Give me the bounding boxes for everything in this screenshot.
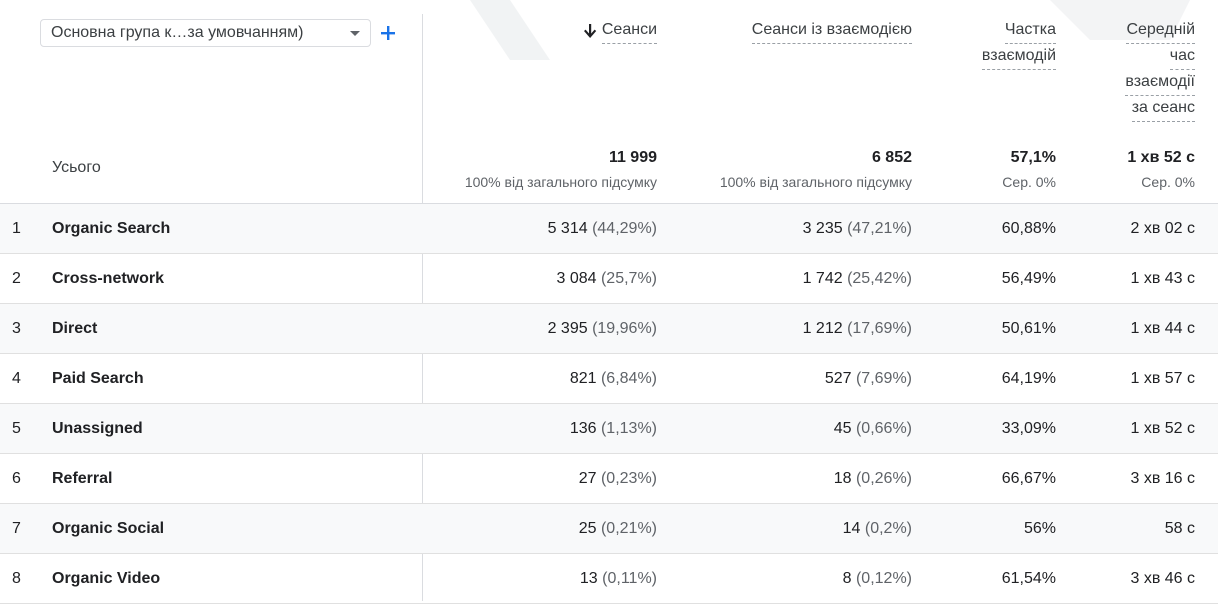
row-engagement-rate: 66,67% bbox=[1001, 470, 1056, 487]
column-header-engaged-sessions[interactable]: Сеанси із взаємодією bbox=[751, 18, 912, 44]
row-sessions: 136 (1,13%) bbox=[569, 420, 657, 437]
row-sessions: 25 (0,21%) bbox=[578, 520, 657, 537]
row-channel-name[interactable]: Organic Social bbox=[52, 520, 165, 537]
table-row[interactable]: 4 Paid Search 821 (6,84%) 527 (7,69%) 64… bbox=[0, 354, 1218, 404]
totals-sessions-value: 11 999 bbox=[608, 149, 657, 166]
row-avg-engagement-time: 3 хв 16 с bbox=[1130, 470, 1195, 487]
totals-rate-sub: Сер. 0% bbox=[1002, 174, 1056, 190]
column-header-avg-line-1: Середній bbox=[1126, 18, 1195, 44]
row-sessions: 5 314 (44,29%) bbox=[547, 220, 657, 237]
table-row[interactable]: 2 Cross-network 3 084 (25,7%) 1 742 (25,… bbox=[0, 254, 1218, 304]
column-header-engagement-rate-line-2: взаємодій bbox=[981, 44, 1056, 70]
row-engaged-sessions: 1 742 (25,42%) bbox=[802, 270, 912, 287]
table-row[interactable]: 6 Referral 27 (0,23%) 18 (0,26%) 66,67% … bbox=[0, 454, 1218, 504]
totals-engagement-rate: 57,1% Сер. 0% bbox=[1002, 149, 1056, 190]
column-header-sessions[interactable]: Сеанси bbox=[582, 18, 657, 44]
row-index: 6 bbox=[12, 470, 21, 487]
row-channel-name[interactable]: Organic Video bbox=[52, 570, 161, 587]
row-avg-engagement-time: 1 хв 57 с bbox=[1130, 370, 1195, 387]
totals-avg-sub: Сер. 0% bbox=[1141, 174, 1195, 190]
totals-label: Усього bbox=[52, 159, 101, 176]
row-sessions: 2 395 (19,96%) bbox=[547, 320, 657, 337]
sort-descending-arrow-icon bbox=[582, 22, 598, 40]
row-engagement-rate: 33,09% bbox=[1001, 420, 1056, 437]
row-channel-name[interactable]: Cross-network bbox=[52, 270, 165, 287]
row-engagement-rate: 56,49% bbox=[1001, 270, 1056, 287]
row-index: 7 bbox=[12, 520, 21, 537]
row-engaged-sessions: 1 212 (17,69%) bbox=[802, 320, 912, 337]
table-row[interactable]: 8 Organic Video 13 (0,11%) 8 (0,12%) 61,… bbox=[0, 554, 1218, 604]
row-sessions: 821 (6,84%) bbox=[569, 370, 657, 387]
row-index: 5 bbox=[12, 420, 21, 437]
table-body: 1 Organic Search 5 314 (44,29%) 3 235 (4… bbox=[0, 204, 1218, 604]
row-index: 8 bbox=[12, 570, 21, 587]
table-row[interactable]: 7 Organic Social 25 (0,21%) 14 (0,2%) 56… bbox=[0, 504, 1218, 554]
row-avg-engagement-time: 3 хв 46 с bbox=[1130, 570, 1195, 587]
row-sessions: 27 (0,23%) bbox=[578, 470, 657, 487]
totals-engaged-value: 6 852 bbox=[871, 149, 912, 166]
dimension-dropdown[interactable]: Основна група к…за умовчанням) bbox=[40, 19, 371, 47]
totals-avg-value: 1 хв 52 с bbox=[1127, 149, 1195, 166]
row-avg-engagement-time: 1 хв 52 с bbox=[1130, 420, 1195, 437]
totals-sessions: 11 999 100% від загального підсумку bbox=[465, 149, 657, 190]
row-engaged-sessions: 527 (7,69%) bbox=[824, 370, 912, 387]
row-channel-name[interactable]: Paid Search bbox=[52, 370, 144, 387]
row-engaged-sessions: 18 (0,26%) bbox=[833, 470, 912, 487]
column-header-avg-engagement-time[interactable]: Середній час взаємодії за сеанс bbox=[1125, 18, 1195, 122]
row-channel-name[interactable]: Organic Search bbox=[52, 220, 171, 237]
row-index: 2 bbox=[12, 270, 21, 287]
row-index: 4 bbox=[12, 370, 21, 387]
add-dimension-button[interactable] bbox=[377, 19, 399, 47]
row-engagement-rate: 61,54% bbox=[1001, 570, 1056, 587]
row-channel-name[interactable]: Unassigned bbox=[52, 420, 143, 437]
column-header-engagement-rate-line-1: Частка bbox=[1004, 18, 1056, 44]
row-engaged-sessions: 14 (0,2%) bbox=[842, 520, 912, 537]
totals-avg-engagement-time: 1 хв 52 с Сер. 0% bbox=[1127, 149, 1195, 190]
row-avg-engagement-time: 1 хв 43 с bbox=[1130, 270, 1195, 287]
totals-engaged-sub: 100% від загального підсумку bbox=[719, 174, 912, 190]
row-channel-name[interactable]: Direct bbox=[52, 320, 98, 337]
row-engaged-sessions: 3 235 (47,21%) bbox=[802, 220, 912, 237]
row-index: 1 bbox=[12, 220, 21, 237]
column-header-sessions-label: Сеанси bbox=[601, 18, 657, 44]
table-row[interactable]: 5 Unassigned 136 (1,13%) 45 (0,66%) 33,0… bbox=[0, 404, 1218, 454]
row-engagement-rate: 50,61% bbox=[1001, 320, 1056, 337]
row-index: 3 bbox=[12, 320, 21, 337]
totals-engaged-sessions: 6 852 100% від загального підсумку bbox=[720, 149, 912, 190]
row-avg-engagement-time: 1 хв 44 с bbox=[1130, 320, 1195, 337]
table-row[interactable]: 3 Direct 2 395 (19,96%) 1 212 (17,69%) 5… bbox=[0, 304, 1218, 354]
dimension-dropdown-label: Основна група к…за умовчанням) bbox=[51, 24, 304, 41]
column-header-engaged-sessions-label: Сеанси із взаємодією bbox=[751, 18, 912, 44]
row-channel-name[interactable]: Referral bbox=[52, 470, 113, 487]
header-divider bbox=[0, 203, 1218, 204]
column-header-avg-line-2: час bbox=[1169, 44, 1195, 70]
totals-rate-value: 57,1% bbox=[1010, 149, 1056, 166]
plus-icon bbox=[381, 26, 395, 40]
row-engagement-rate: 56% bbox=[1023, 520, 1056, 537]
column-header-avg-line-4: за сеанс bbox=[1131, 96, 1195, 122]
column-header-engagement-rate[interactable]: Частка взаємодій bbox=[981, 18, 1056, 70]
row-sessions: 3 084 (25,7%) bbox=[556, 270, 657, 287]
column-header-avg-line-3: взаємодії bbox=[1125, 70, 1195, 96]
row-avg-engagement-time: 58 с bbox=[1164, 520, 1195, 537]
table-row[interactable]: 1 Organic Search 5 314 (44,29%) 3 235 (4… bbox=[0, 204, 1218, 254]
row-engaged-sessions: 8 (0,12%) bbox=[842, 570, 912, 587]
row-engagement-rate: 64,19% bbox=[1001, 370, 1056, 387]
row-engagement-rate: 60,88% bbox=[1001, 220, 1056, 237]
caret-down-icon bbox=[350, 30, 360, 36]
totals-sessions-sub: 100% від загального підсумку bbox=[464, 174, 657, 190]
row-sessions: 13 (0,11%) bbox=[579, 570, 657, 587]
row-engaged-sessions: 45 (0,66%) bbox=[833, 420, 912, 437]
row-avg-engagement-time: 2 хв 02 с bbox=[1130, 220, 1195, 237]
